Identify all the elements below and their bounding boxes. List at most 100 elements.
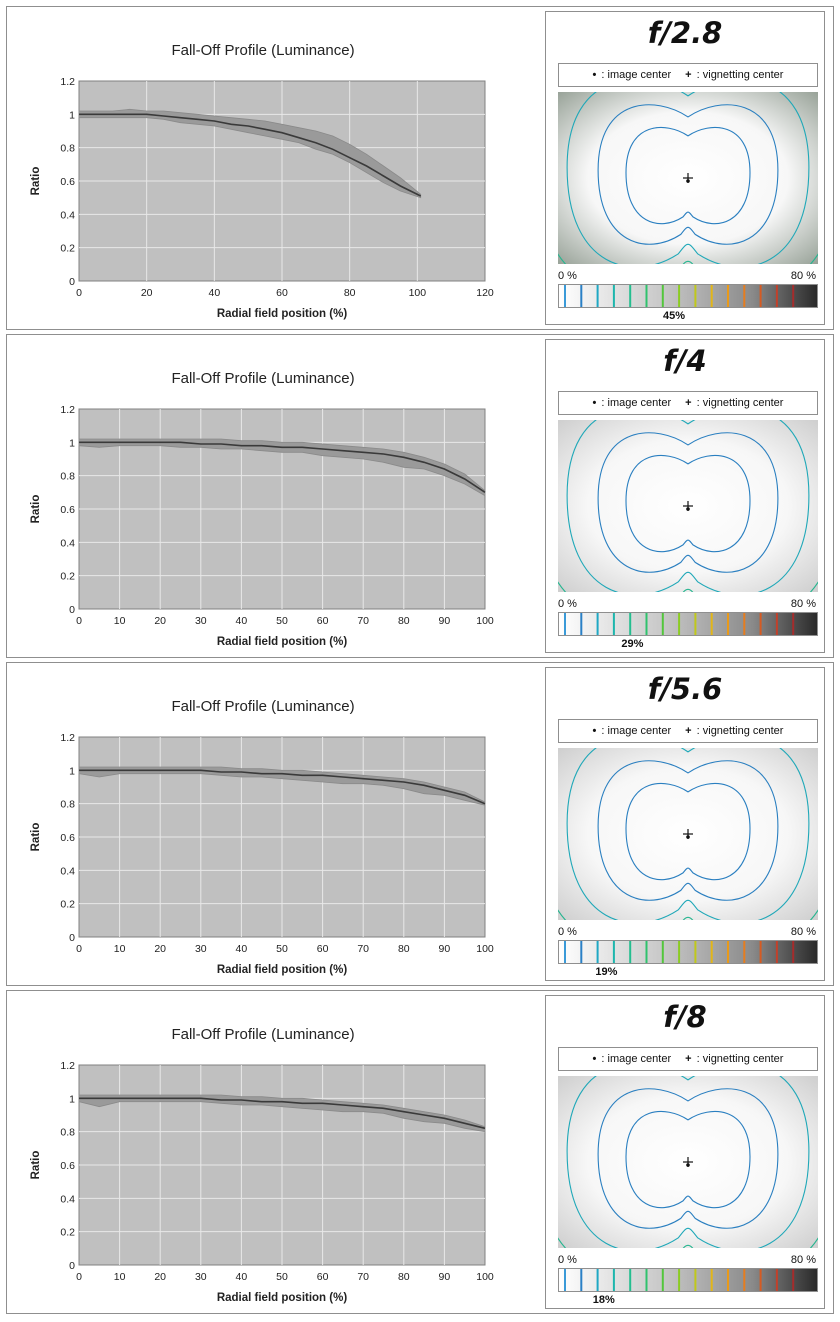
vignetting-percent: 19% (595, 966, 618, 978)
y-tick-label: 1 (69, 109, 75, 121)
y-axis-label: Ratio (30, 167, 42, 196)
vignetting-scale-bar (558, 1268, 818, 1292)
contour-line (625, 454, 751, 553)
x-axis-label: Radial field position (%) (217, 1292, 348, 1304)
y-tick-label: 0.2 (60, 243, 75, 255)
falloff-chart: Fall-Off Profile (Luminance) 0 0.2 0.4 0.6 0.… (30, 42, 494, 320)
vignetting-center-label: : vignetting center (693, 725, 784, 737)
y-tick-label: 0.8 (60, 799, 75, 811)
vignetting-center-label: : vignetting center (693, 397, 784, 409)
x-tick-label: 60 (317, 615, 329, 627)
x-tick-label: 20 (154, 943, 166, 955)
contour-line (566, 79, 810, 268)
vignetting-percent: 29% (621, 638, 644, 650)
y-axis-label: Ratio (30, 1151, 42, 1180)
vignetting-panel: f/4 • : image center + : vignetting center… (535, 339, 840, 653)
x-tick-label: 60 (317, 1271, 329, 1283)
x-axis-label: Radial field position (%) (217, 636, 348, 648)
chart-title: Fall-Off Profile (Luminance) (171, 1026, 354, 1043)
legend-vignetting-center: + : vignetting center (685, 1053, 783, 1065)
scale-min-label: 0 % (558, 598, 577, 610)
y-axis-label: Ratio (30, 823, 42, 852)
vignetting-center-symbol: + (685, 1053, 692, 1065)
y-tick-label: 0.2 (60, 1227, 75, 1239)
x-tick-label: 10 (114, 615, 126, 627)
y-tick-label: 0.8 (60, 143, 75, 155)
x-tick-label: 80 (344, 287, 356, 299)
legend-vignetting-center: + : vignetting center (685, 397, 783, 409)
contour-line (566, 735, 810, 924)
aperture-label: f/2.8 (647, 16, 723, 50)
image-center-symbol: • (592, 725, 597, 737)
x-tick-label: 50 (276, 1271, 288, 1283)
image-center-label: : image center (598, 1053, 672, 1065)
vignetting-scale-bar (558, 940, 818, 964)
vignetting-map-box (535, 709, 840, 947)
x-tick-label: 120 (476, 287, 494, 299)
falloff-chart: Fall-Off Profile (Luminance) 0 0.2 0.4 0.6 0.… (30, 1026, 494, 1304)
x-tick-label: 70 (357, 1271, 369, 1283)
x-tick-label: 30 (195, 943, 207, 955)
y-tick-label: 0.4 (60, 865, 75, 877)
y-tick-label: 0 (69, 604, 75, 616)
x-tick-label: 0 (76, 615, 82, 627)
vignetting-scale-bar (558, 612, 818, 636)
image-center-label: : image center (598, 69, 672, 81)
aperture-row: Fall-Off Profile (Luminance) 0 0.2 0.4 0.6 0.… (6, 662, 840, 986)
image-center-label: : image center (598, 725, 672, 737)
scale-fill (559, 285, 817, 307)
contour-line (597, 1088, 779, 1229)
scale-max-label: 80 % (790, 598, 816, 610)
y-tick-label: 0 (69, 276, 75, 288)
image-center-symbol: • (592, 397, 597, 409)
scale-min-label: 0 % (558, 270, 577, 282)
y-tick-label: 1 (69, 1093, 75, 1105)
legend-vignetting-center: + : vignetting center (685, 69, 783, 81)
legend-vignetting-center: + : vignetting center (685, 725, 783, 737)
map-legend: • : image center + : vignetting center (558, 1047, 818, 1071)
vignetting-map (535, 381, 840, 619)
x-tick-label: 100 (476, 1271, 494, 1283)
vignetting-panel: f/5.6 • : image center + : vignetting cent… (535, 667, 840, 981)
scale-max-label: 80 % (790, 270, 816, 282)
x-tick-label: 20 (154, 1271, 166, 1283)
vignetting-map (482, 10, 840, 330)
legend-image-center: • : image center (593, 397, 672, 409)
y-tick-label: 0 (69, 932, 75, 944)
vignetting-center-symbol: + (685, 725, 692, 737)
x-tick-label: 20 (141, 287, 153, 299)
contour-line (625, 126, 751, 225)
scale-max-label: 80 % (790, 1254, 816, 1266)
x-tick-label: 10 (114, 943, 126, 955)
x-tick-label: 20 (154, 615, 166, 627)
scale-min-label: 0 % (558, 1254, 577, 1266)
vignetting-panel: f/8 • : image center + : vignetting center… (535, 995, 840, 1309)
y-tick-label: 0.6 (60, 504, 75, 516)
vignetting-percent: 18% (592, 1294, 615, 1306)
x-tick-label: 70 (357, 943, 369, 955)
contour-line (566, 407, 810, 596)
legend-image-center: • : image center (593, 725, 672, 737)
series-line (79, 441, 486, 493)
x-tick-label: 80 (398, 615, 410, 627)
scale-max-label: 80 % (790, 926, 816, 938)
aperture-row: Fall-Off Profile (Luminance) 0 0.2 0.4 0.6 0.… (6, 334, 840, 658)
x-tick-label: 80 (398, 943, 410, 955)
aperture-label: f/8 (663, 1000, 707, 1034)
map-legend: • : image center + : vignetting center (558, 719, 818, 743)
vignetting-map-box (535, 1037, 840, 1275)
series-line (79, 1097, 486, 1130)
chart-title: Fall-Off Profile (Luminance) (171, 42, 354, 59)
x-tick-label: 90 (439, 943, 451, 955)
contour-line (625, 1110, 751, 1209)
x-tick-label: 100 (409, 287, 427, 299)
map-legend: • : image center + : vignetting center (558, 391, 818, 415)
vignetting-map-box (535, 381, 840, 619)
x-tick-label: 10 (114, 1271, 126, 1283)
contour-line (597, 104, 779, 245)
y-tick-label: 0.2 (60, 899, 75, 911)
x-tick-label: 0 (76, 943, 82, 955)
vignetting-center-symbol: + (685, 397, 692, 409)
x-tick-label: 30 (195, 1271, 207, 1283)
vignetting-panel: f/2.8 • : image center + : vignetting cent… (482, 10, 840, 330)
